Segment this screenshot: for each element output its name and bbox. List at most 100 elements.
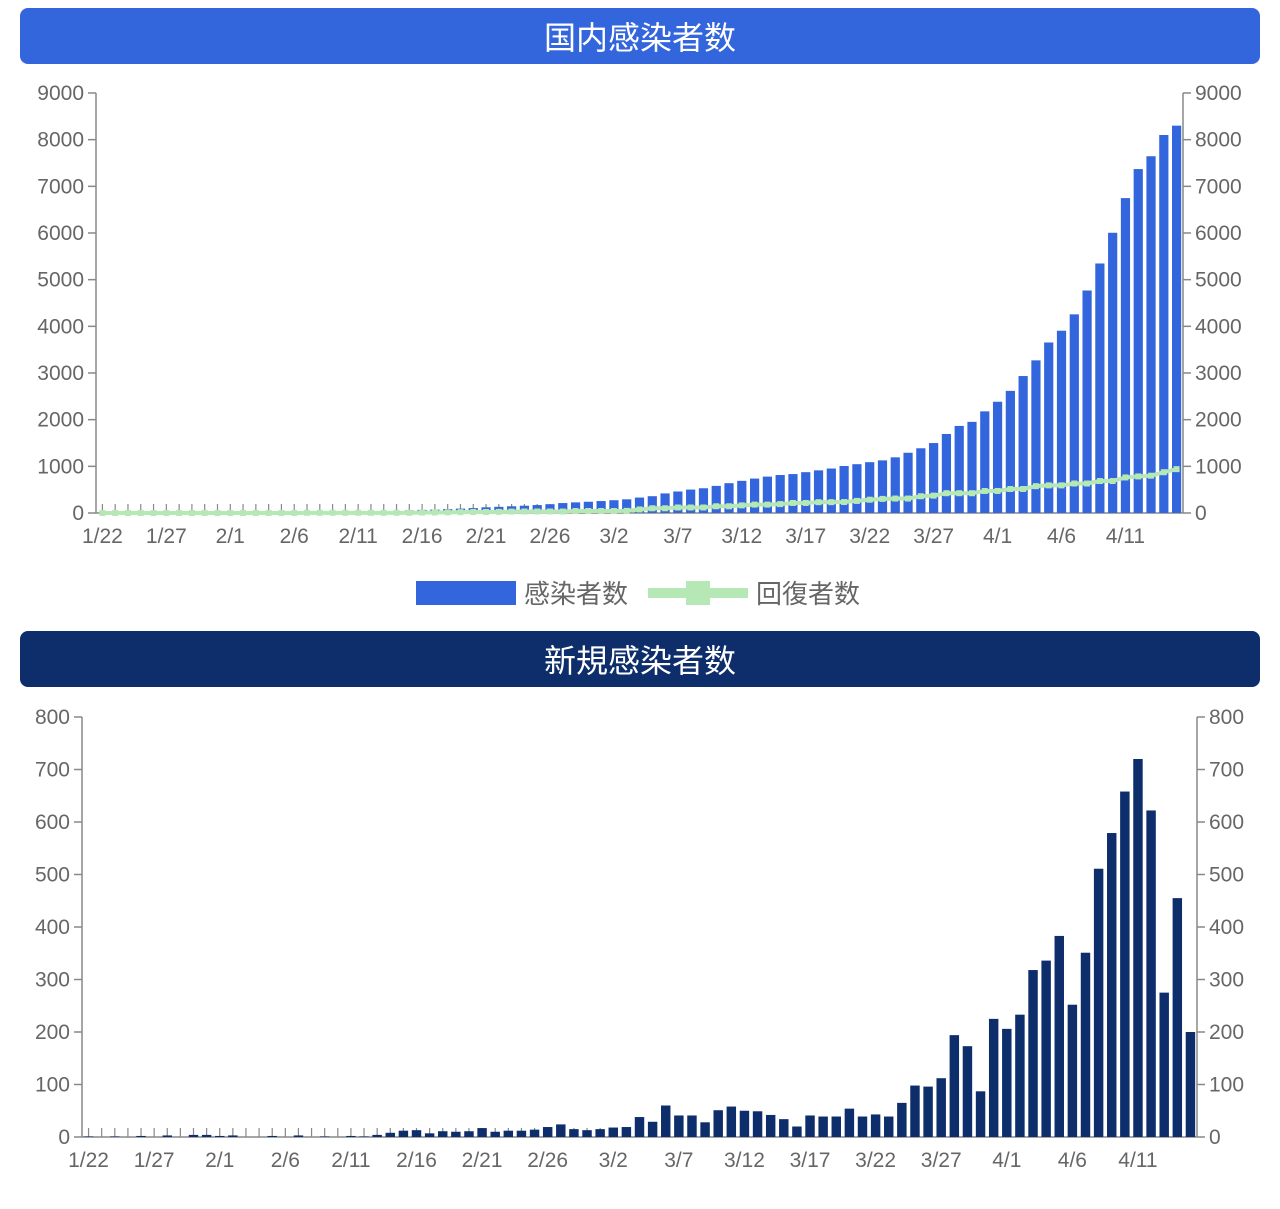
bar bbox=[660, 493, 670, 513]
bar bbox=[582, 1130, 592, 1137]
line-point bbox=[316, 509, 323, 516]
bar bbox=[765, 1114, 776, 1137]
bar bbox=[359, 1136, 369, 1137]
line-point bbox=[956, 490, 963, 497]
y-tick-label-left: 3000 bbox=[37, 362, 84, 385]
line-point bbox=[585, 507, 592, 514]
line-point bbox=[137, 510, 144, 516]
bar bbox=[1093, 868, 1104, 1137]
line-point bbox=[674, 504, 681, 511]
x-tick-label: 1/27 bbox=[134, 1149, 175, 1172]
x-tick-label: 2/6 bbox=[280, 525, 309, 548]
bar bbox=[1031, 360, 1041, 513]
bar bbox=[903, 452, 913, 513]
bar bbox=[941, 433, 952, 513]
bar bbox=[700, 1122, 710, 1137]
line-point bbox=[380, 509, 387, 516]
bar bbox=[1005, 390, 1015, 513]
x-tick-label: 2/26 bbox=[527, 1149, 568, 1172]
bar bbox=[1133, 169, 1143, 514]
y-tick-label-right: 9000 bbox=[1195, 82, 1242, 105]
line-point bbox=[1058, 482, 1065, 489]
bar bbox=[558, 503, 568, 513]
y-tick-label-left: 1000 bbox=[37, 455, 84, 478]
bar bbox=[1159, 135, 1169, 513]
bar bbox=[673, 491, 683, 513]
line-point bbox=[738, 502, 745, 509]
bar bbox=[1044, 342, 1054, 513]
bar bbox=[569, 1129, 579, 1137]
bar bbox=[1159, 992, 1169, 1137]
line-point bbox=[329, 509, 336, 516]
bar bbox=[713, 1110, 723, 1137]
bar bbox=[916, 448, 926, 513]
y-tick-label-right: 200 bbox=[1209, 1021, 1244, 1044]
line-point bbox=[905, 495, 912, 502]
line-point bbox=[240, 509, 247, 516]
bar bbox=[621, 1127, 632, 1137]
bar bbox=[975, 1091, 986, 1137]
bar bbox=[201, 1134, 212, 1137]
bar bbox=[1107, 833, 1117, 1137]
bar bbox=[779, 1119, 789, 1137]
x-tick-label: 3/17 bbox=[790, 1149, 831, 1172]
x-tick-label: 3/2 bbox=[599, 525, 628, 548]
x-tick-label: 3/22 bbox=[855, 1149, 896, 1172]
bar bbox=[1018, 376, 1028, 513]
line-point bbox=[1135, 473, 1142, 480]
bar bbox=[949, 1035, 960, 1137]
bar bbox=[788, 474, 798, 513]
line-point bbox=[777, 501, 784, 508]
bar bbox=[724, 483, 734, 513]
line-point bbox=[930, 492, 937, 499]
x-tick-label: 2/11 bbox=[338, 525, 377, 548]
line-point bbox=[124, 510, 131, 516]
x-tick-label: 2/16 bbox=[396, 1149, 437, 1172]
bar bbox=[865, 462, 875, 513]
y-tick-label-left: 6000 bbox=[37, 222, 84, 245]
bar bbox=[870, 1114, 881, 1137]
bar bbox=[839, 466, 849, 513]
line-point bbox=[1007, 486, 1014, 493]
x-tick-label: 3/12 bbox=[724, 1149, 765, 1172]
bar bbox=[595, 1129, 605, 1137]
bar bbox=[1095, 263, 1105, 513]
y-tick-label-left: 0 bbox=[58, 1126, 70, 1149]
y-tick-label-right: 4000 bbox=[1195, 315, 1242, 338]
line-point bbox=[304, 509, 311, 516]
bar bbox=[762, 476, 772, 513]
line-point bbox=[649, 505, 656, 512]
bar bbox=[801, 472, 811, 513]
bar bbox=[385, 1132, 395, 1137]
bar bbox=[583, 501, 593, 513]
line-point bbox=[841, 499, 848, 506]
y-tick-label-right: 8000 bbox=[1195, 129, 1242, 152]
x-tick-label: 4/6 bbox=[1058, 1149, 1087, 1172]
bar bbox=[477, 1128, 487, 1137]
line-point bbox=[1032, 483, 1039, 490]
line-point bbox=[546, 508, 553, 515]
line-point bbox=[1173, 466, 1180, 473]
chart-title-cumulative: 国内感染者数 bbox=[20, 8, 1260, 64]
bar bbox=[877, 460, 888, 513]
x-tick-label: 3/7 bbox=[663, 525, 692, 548]
line-point bbox=[483, 508, 490, 515]
y-tick-label-right: 400 bbox=[1209, 916, 1244, 939]
x-tick-label: 2/21 bbox=[466, 525, 507, 548]
line-point bbox=[431, 509, 438, 516]
bar bbox=[1080, 952, 1091, 1137]
y-tick-label-left: 600 bbox=[35, 811, 70, 834]
bar bbox=[346, 1135, 356, 1137]
line-point bbox=[176, 510, 183, 516]
bar bbox=[967, 421, 977, 513]
y-tick-label-right: 500 bbox=[1209, 864, 1244, 887]
bar bbox=[818, 1116, 828, 1137]
line-point bbox=[968, 490, 975, 497]
bar bbox=[542, 1127, 553, 1137]
line-point bbox=[470, 508, 477, 515]
bar bbox=[529, 1129, 540, 1137]
line-point bbox=[598, 507, 605, 514]
bar bbox=[162, 1135, 172, 1137]
line-point bbox=[252, 509, 259, 516]
line-point bbox=[367, 509, 374, 516]
